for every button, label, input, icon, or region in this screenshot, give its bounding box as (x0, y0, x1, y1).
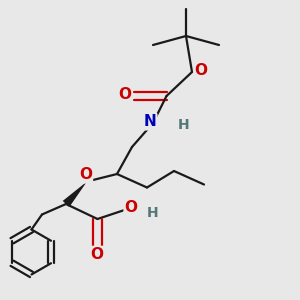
Text: N: N (144, 114, 156, 129)
Text: H: H (147, 206, 158, 220)
Text: O: O (90, 247, 104, 262)
Text: O: O (124, 200, 138, 215)
Text: O: O (79, 167, 92, 182)
Text: O: O (194, 63, 208, 78)
Polygon shape (63, 182, 87, 207)
Text: O: O (118, 87, 132, 102)
Text: H: H (178, 118, 189, 132)
